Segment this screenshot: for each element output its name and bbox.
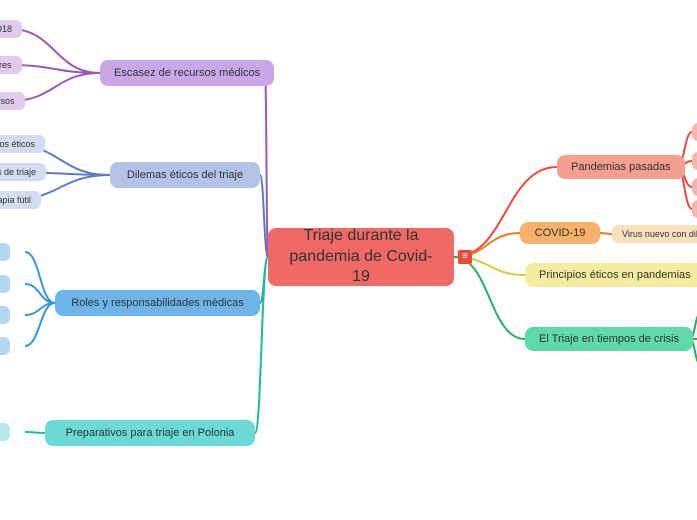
leaf-node[interactable] — [0, 337, 10, 355]
leaf-node[interactable] — [0, 306, 10, 324]
leaf-node[interactable]: MERS (2015) — [692, 200, 697, 218]
leaf-node[interactable]: za 1918 — [0, 20, 22, 38]
branch-node[interactable]: El Triaje en tiempos de crisis — [525, 327, 693, 351]
branch-node[interactable]: Roles y responsabilidades médicas — [55, 290, 260, 316]
branch-node[interactable]: Pandemias pasadas — [557, 155, 685, 179]
leaf-node[interactable]: recursos — [0, 92, 25, 110]
leaf-node[interactable]: iladores — [0, 56, 22, 74]
leaf-node[interactable]: esafíos éticos — [0, 135, 45, 153]
leaf-node[interactable] — [0, 243, 10, 261]
note-icon[interactable] — [458, 250, 472, 264]
branch-node[interactable]: Dilemas éticos del triaje — [110, 162, 260, 188]
leaf-node[interactable]: mités de triaje — [0, 163, 46, 181]
leaf-node[interactable]: SARS (2002) — [692, 178, 697, 196]
branch-node[interactable]: Preparativos para triaje en Polonia — [45, 420, 255, 446]
center-node[interactable]: Triaje durante la pandemia de Covid-19 — [268, 228, 454, 286]
branch-node[interactable]: COVID-19 — [520, 222, 600, 244]
leaf-node[interactable]: Virus nuevo con dilemas éticos y — [612, 225, 697, 243]
leaf-node[interactable]: y terapia fútil — [0, 191, 41, 209]
branch-node[interactable]: Escasez de recursos médicos — [100, 60, 274, 86]
leaf-node[interactable]: Influenza (1918 — [692, 123, 697, 141]
leaf-node[interactable] — [0, 275, 10, 293]
leaf-node[interactable] — [0, 423, 10, 441]
branch-node[interactable]: Principios éticos en pandemias — [525, 263, 697, 287]
leaf-node[interactable]: VIH/SIDA (1980s) — [692, 152, 697, 170]
